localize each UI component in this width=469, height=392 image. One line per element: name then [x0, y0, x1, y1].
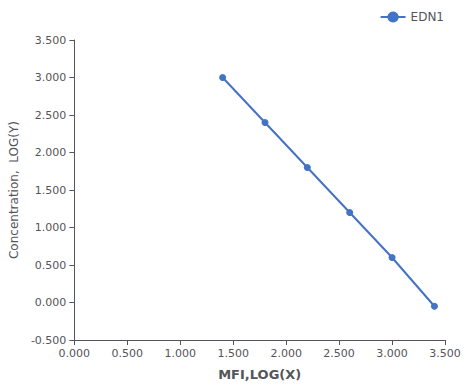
svg-text:2.500: 2.500 [323, 347, 355, 360]
svg-text:0.500: 0.500 [112, 347, 144, 360]
svg-text:2.500: 2.500 [35, 109, 67, 122]
svg-text:1.500: 1.500 [35, 184, 67, 197]
svg-text:3.000: 3.000 [35, 71, 67, 84]
svg-text:EDN1: EDN1 [411, 10, 444, 24]
svg-text:MFI,LOG(X): MFI,LOG(X) [218, 367, 301, 382]
svg-text:-0.500: -0.500 [31, 334, 66, 347]
svg-text:0.000: 0.000 [59, 347, 91, 360]
svg-text:0.500: 0.500 [35, 259, 67, 272]
svg-text:Concentration, LOG(Y): Concentration, LOG(Y) [7, 121, 21, 259]
svg-text:2.000: 2.000 [35, 146, 67, 159]
svg-text:3.500: 3.500 [429, 347, 461, 360]
svg-text:0.000: 0.000 [35, 296, 67, 309]
svg-text:3.500: 3.500 [35, 34, 67, 47]
svg-text:1.500: 1.500 [217, 347, 249, 360]
svg-text:1.000: 1.000 [35, 221, 67, 234]
svg-text:2.000: 2.000 [270, 347, 302, 360]
svg-text:1.000: 1.000 [165, 347, 197, 360]
svg-text:3.000: 3.000 [376, 347, 408, 360]
